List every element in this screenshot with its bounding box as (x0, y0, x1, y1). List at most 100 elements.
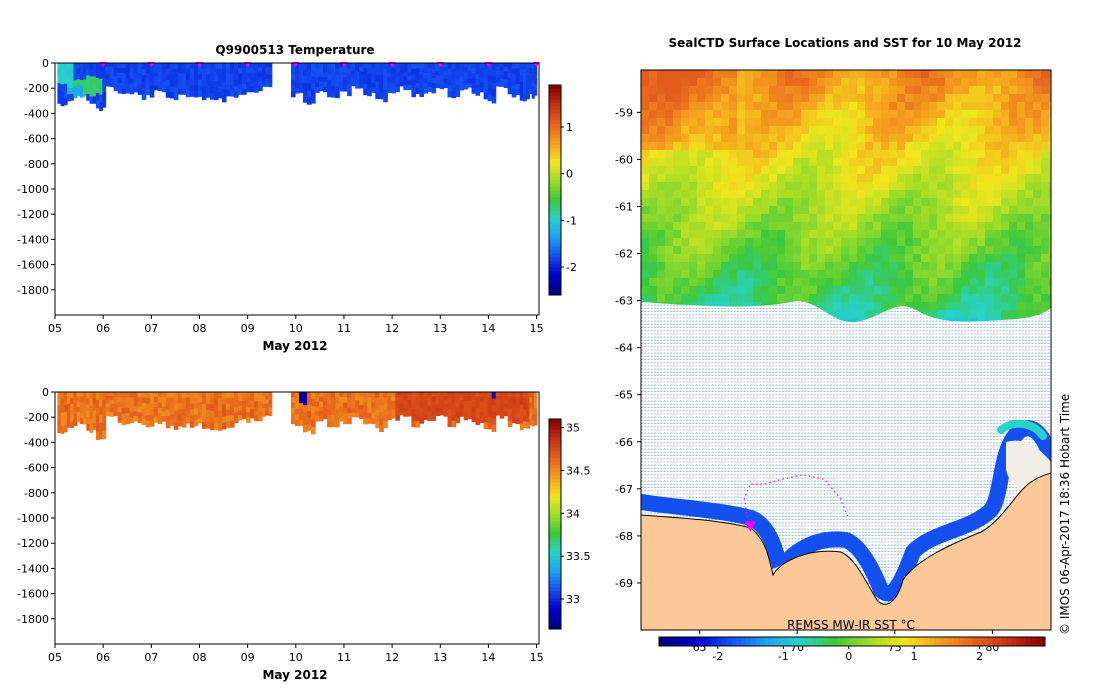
data-cell (335, 80, 340, 87)
data-cell (229, 63, 235, 70)
sst-cell (857, 254, 866, 263)
sst-cell (825, 174, 834, 183)
sst-cell (841, 222, 850, 231)
sst-cell (657, 86, 666, 95)
sst-cell (873, 294, 882, 303)
data-cell (63, 76, 68, 85)
sst-cell (961, 238, 970, 247)
sst-cell (793, 70, 802, 79)
data-cell (76, 411, 81, 418)
data-cell (177, 88, 183, 95)
sst-cell (785, 286, 794, 295)
sst-cell (993, 238, 1002, 247)
data-cell (495, 399, 501, 405)
data-cell (242, 89, 247, 95)
sst-cell (681, 214, 690, 223)
data-cell (526, 86, 530, 94)
sst-cell (689, 110, 698, 119)
sst-cell (993, 134, 1002, 143)
sst-cell (657, 214, 666, 223)
sst-cell (657, 110, 666, 119)
data-cell (435, 79, 441, 84)
sst-cell (1001, 190, 1010, 199)
colorbar-swatch (962, 637, 969, 646)
colorbar-swatch (832, 637, 839, 646)
sst-cell (897, 238, 906, 247)
data-cell (92, 83, 97, 91)
sst-cell (1041, 182, 1050, 191)
data-cell (258, 401, 263, 407)
data-cell (379, 411, 384, 419)
data-cell (290, 74, 296, 81)
sst-cell (857, 126, 866, 135)
data-cell (303, 82, 308, 90)
data-cell (522, 81, 527, 89)
data-cell (193, 63, 199, 70)
data-cell (229, 90, 235, 97)
sst-cell (953, 126, 962, 135)
colorbar-swatch (549, 260, 561, 264)
sst-cell (969, 238, 978, 247)
data-cell (451, 63, 457, 70)
sst-cell (953, 270, 962, 279)
data-cell (129, 63, 135, 69)
sst-cell (657, 254, 666, 263)
sst-cell (769, 214, 778, 223)
data-cell (415, 88, 421, 94)
colorbar-swatch (549, 113, 561, 117)
data-cell (250, 72, 255, 78)
data-cell (137, 78, 143, 85)
data-cell (483, 392, 489, 399)
data-cell (79, 63, 84, 70)
sst-cell (721, 286, 730, 295)
salinity-x-axis: 05 06 07 08 09 10 11 12 13 14 15 (48, 644, 544, 664)
sst-cell (929, 310, 938, 319)
sst-cell (873, 134, 882, 143)
sst-cell (817, 78, 826, 87)
sst-cell (641, 182, 650, 191)
data-cell (479, 72, 485, 78)
data-cell (479, 397, 485, 403)
data-cell (213, 69, 219, 76)
data-cell (471, 392, 477, 398)
data-cell (258, 63, 263, 69)
data-cell (117, 397, 123, 403)
sst-cell (737, 78, 746, 87)
data-cell (319, 396, 324, 403)
data-cell (303, 69, 308, 77)
sst-cell (705, 110, 714, 119)
colorbar-swatch (736, 637, 742, 646)
data-cell (443, 392, 449, 397)
data-cell (522, 392, 527, 399)
sst-cell (641, 86, 650, 95)
data-cell (323, 72, 328, 78)
data-cell (95, 399, 100, 409)
sst-cell (849, 222, 858, 231)
data-cell (157, 402, 163, 409)
data-cell (242, 63, 247, 69)
data-cell (367, 397, 372, 404)
sst-cell (793, 294, 802, 303)
sst-cell (1049, 78, 1051, 87)
data-cell (339, 392, 344, 398)
data-cell (197, 392, 203, 398)
sst-cell (761, 150, 770, 159)
sst-cell (937, 190, 946, 199)
colorbar-frame (548, 418, 562, 630)
sst-cell (969, 254, 978, 263)
sst-cell (889, 238, 898, 247)
sst-cell (873, 126, 882, 135)
data-cell (67, 69, 71, 77)
sst-cell (977, 126, 986, 135)
sst-cell (793, 198, 802, 207)
colorbar-swatch (847, 637, 853, 646)
y-tick-label: -1800 (17, 613, 49, 626)
data-cell (246, 402, 251, 408)
sst-cell (737, 166, 746, 175)
data-cell (205, 91, 211, 98)
sst-cell (785, 110, 794, 119)
data-cell (177, 414, 183, 421)
data-cell (319, 67, 324, 73)
sst-cell (817, 102, 826, 111)
